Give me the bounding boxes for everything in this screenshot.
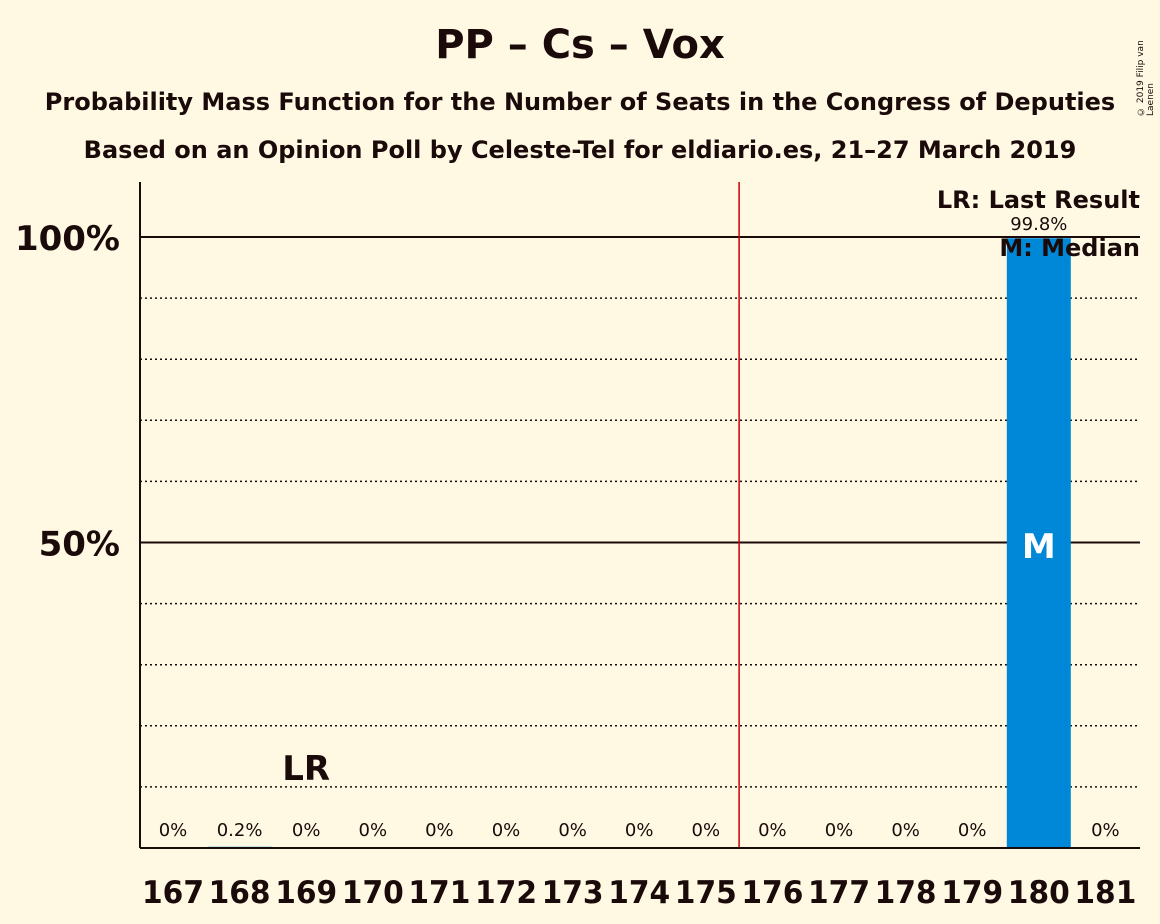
value-label: 0% (692, 820, 721, 841)
value-label: 0% (891, 820, 920, 841)
chart-subtitle-source: Based on an Opinion Poll by Celeste-Tel … (83, 136, 1077, 164)
value-label: 0% (159, 820, 188, 841)
x-tick-label: 172 (475, 875, 537, 911)
bar-180 (1006, 238, 1071, 849)
value-label: 0% (425, 820, 454, 841)
x-tick-label: 179 (941, 875, 1003, 911)
x-tick-label: 170 (342, 875, 404, 911)
y-tick-label: 50% (39, 525, 120, 565)
median-marker: M (1022, 527, 1056, 567)
x-tick-label: 178 (875, 875, 937, 911)
legend-last-result: LR: Last Result (936, 186, 1140, 214)
x-tick-label: 169 (275, 875, 337, 911)
last-result-marker: LR (282, 749, 330, 789)
x-tick-label: 176 (741, 875, 803, 911)
x-tick-label: 173 (542, 875, 604, 911)
x-tick-label: 180 (1008, 875, 1070, 911)
value-label: 0% (758, 820, 787, 841)
value-label: 0% (292, 820, 321, 841)
value-label: 0% (625, 820, 654, 841)
x-tick-label: 175 (675, 875, 737, 911)
x-tick-label: 177 (808, 875, 870, 911)
value-label: 0% (359, 820, 388, 841)
value-label: 0% (492, 820, 521, 841)
x-tick-label: 167 (142, 875, 204, 911)
x-tick-label: 168 (209, 875, 271, 911)
y-tick-label: 100% (15, 219, 120, 259)
value-label: 0% (558, 820, 587, 841)
value-label: 0% (1091, 820, 1120, 841)
value-label: 0% (825, 820, 854, 841)
x-tick-label: 171 (408, 875, 470, 911)
value-label: 99.8% (1010, 214, 1067, 235)
x-tick-label: 174 (608, 875, 670, 911)
value-label: 0% (958, 820, 987, 841)
x-tick-label: 181 (1074, 875, 1136, 911)
chart-subtitle: Probability Mass Function for the Number… (44, 88, 1116, 116)
value-label: 0.2% (217, 820, 263, 841)
chart-title: PP – Cs – Vox (435, 22, 725, 68)
legend-median: M: Median (999, 234, 1140, 262)
